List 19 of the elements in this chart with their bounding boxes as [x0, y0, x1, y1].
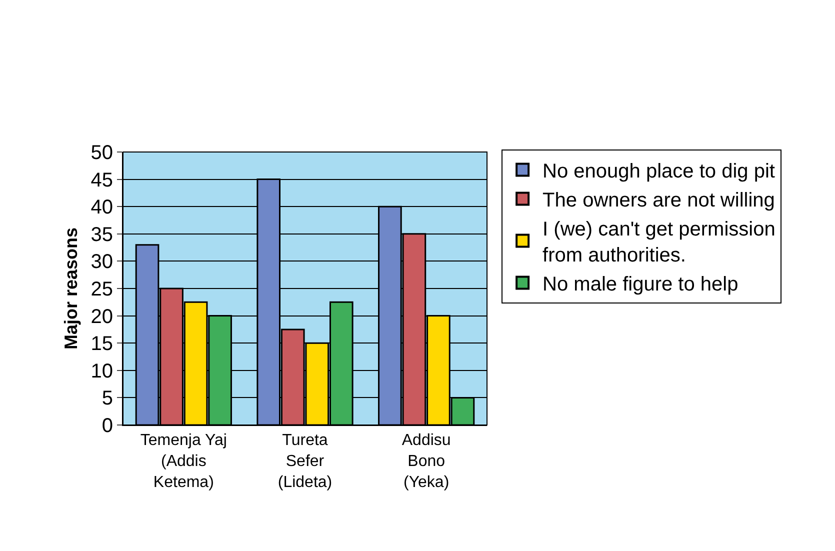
legend-label: The owners are not willing — [542, 190, 775, 212]
y-tick-label: 5 — [102, 388, 113, 410]
y-axis-title: Major reasons — [60, 227, 81, 350]
y-tick-label: 30 — [90, 251, 113, 274]
x-tick-label: Addisu Bono (Yeka) — [402, 432, 451, 491]
legend-label: No enough place to dig pit — [542, 160, 776, 183]
y-tick-label: 45 — [90, 169, 113, 192]
legend-label: No male figure to help — [542, 274, 738, 296]
y-tick-label: 20 — [90, 306, 113, 328]
x-tick-label: Temenja Yaj (Addis Ketema) — [140, 432, 227, 491]
y-tick-label: 0 — [102, 415, 113, 437]
y-tick-label: 15 — [90, 333, 113, 356]
legend-label: I (we) can't get permission from authorities. — [542, 218, 776, 267]
y-tick-label: 35 — [90, 224, 113, 246]
y-tick-label: 25 — [90, 278, 113, 300]
y-tick-label: 10 — [90, 360, 113, 382]
y-tick-label: 40 — [90, 196, 113, 219]
y-tick-label: 50 — [90, 142, 113, 164]
x-tick-label: Tureta Sefer (Lideta) — [278, 432, 332, 491]
